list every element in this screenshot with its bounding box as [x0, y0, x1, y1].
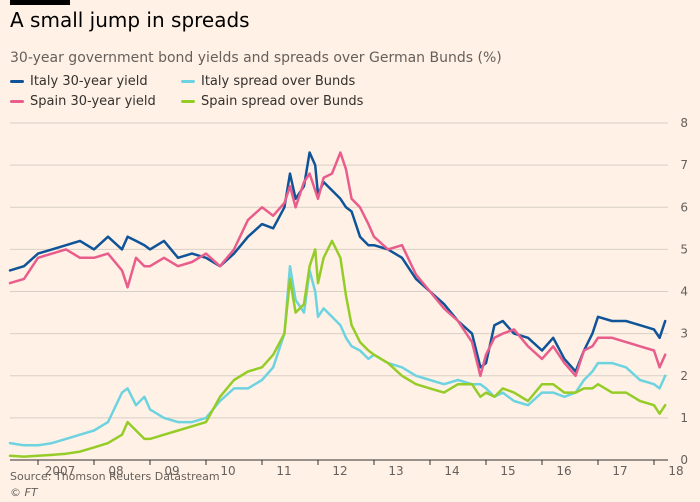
series-line-spain-yield	[8, 151, 667, 378]
ft-brand: FT	[24, 486, 38, 499]
chart-subtitle: 30-year government bond yields and sprea…	[10, 50, 502, 66]
legend-swatch-spain-spread	[181, 100, 195, 103]
legend-label-italy-yield: Italy 30-year yield	[30, 74, 148, 89]
legend-item-spain-yield: Spain 30-year yield	[10, 94, 156, 109]
legend-swatch-italy-yield	[10, 80, 24, 83]
y-tick-label: 2	[680, 369, 688, 383]
x-tick-label: 14	[444, 464, 459, 478]
y-tick-label: 1	[680, 411, 688, 425]
x-tick-label: 11	[276, 464, 291, 478]
y-tick-label: 7	[680, 158, 688, 172]
legend-item-italy-spread: Italy spread over Bunds	[181, 74, 355, 89]
series-line-italy-yield	[8, 151, 667, 373]
legend-swatch-italy-spread	[181, 80, 195, 83]
x-tick-label: 12	[332, 464, 347, 478]
x-tick-label: 10	[220, 464, 235, 478]
series-line-spain-spread	[8, 239, 667, 458]
legend-swatch-spain-yield	[10, 100, 24, 103]
legend-item-spain-spread: Spain spread over Bunds	[181, 94, 363, 109]
y-tick-label: 8	[680, 116, 688, 130]
x-tick-label: 08	[108, 464, 123, 478]
copyright-note: © FT	[10, 486, 38, 499]
x-tick-label: 18	[668, 464, 683, 478]
ft-top-bar	[10, 0, 70, 5]
legend-item-italy-yield: Italy 30-year yield	[10, 74, 148, 89]
x-tick-label: 09	[164, 464, 179, 478]
x-tick-label: 16	[556, 464, 571, 478]
source-note: Source: Thomson Reuters Datastream	[10, 470, 220, 483]
y-tick-label: 0	[680, 453, 688, 467]
x-tick-label: 15	[500, 464, 515, 478]
x-tick-label: 13	[388, 464, 403, 478]
x-tick-label: 17	[612, 464, 627, 478]
chart-title: A small jump in spreads	[10, 8, 250, 32]
legend-label-spain-spread: Spain spread over Bunds	[201, 94, 364, 109]
x-tick-label: 2007	[45, 464, 76, 478]
y-tick-label: 5	[680, 242, 688, 256]
legend-label-spain-yield: Spain 30-year yield	[30, 94, 156, 109]
series-line-italy-spread	[8, 264, 667, 447]
y-tick-label: 6	[680, 200, 688, 214]
y-tick-label: 3	[680, 327, 688, 341]
copyright-symbol: ©	[10, 486, 21, 499]
legend-label-italy-spread: Italy spread over Bunds	[201, 74, 356, 89]
y-tick-label: 4	[680, 285, 688, 299]
